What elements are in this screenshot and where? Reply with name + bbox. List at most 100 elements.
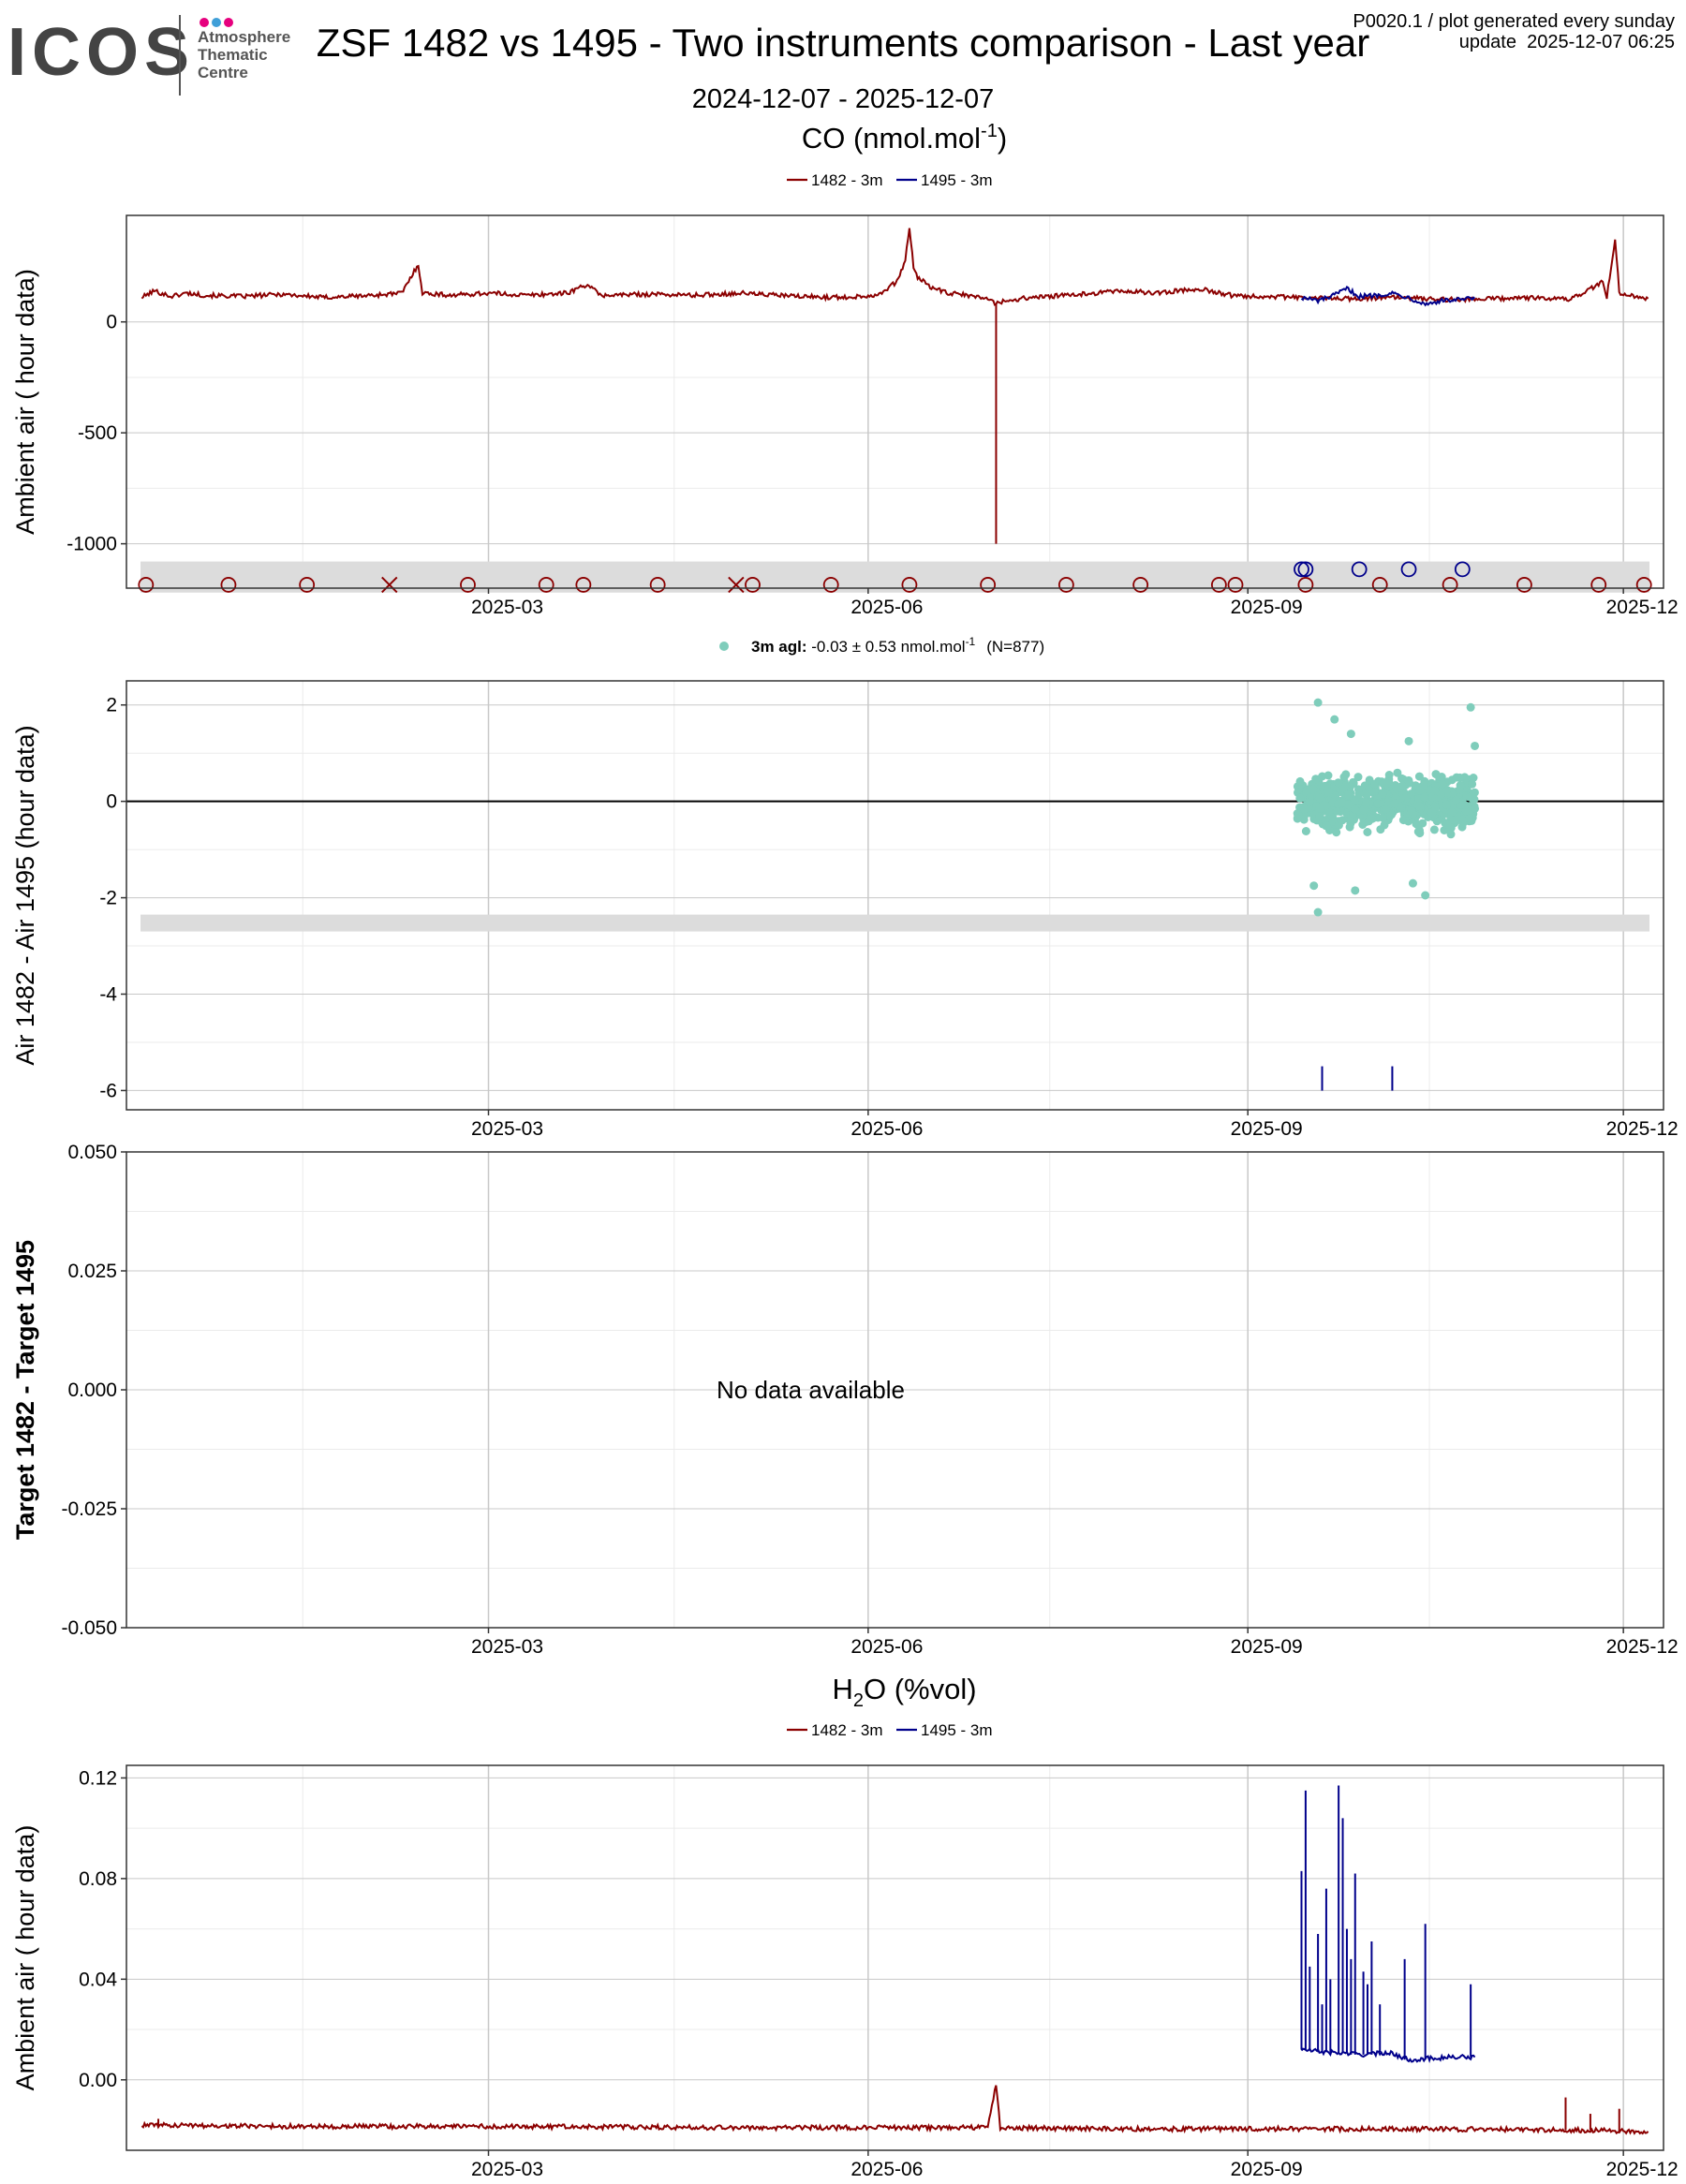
flag-marker-circle: [1210, 577, 1227, 593]
flag-marker-circle: [1132, 577, 1149, 593]
series-line-1482-3m: [140, 228, 1649, 306]
scatter-point: [1427, 808, 1437, 818]
section-title: H2O (%vol): [832, 1673, 976, 1711]
logo-dot: [224, 18, 233, 27]
series-line-1495-3m: [1300, 2046, 1476, 2063]
y-tick-label: -1000: [67, 534, 117, 555]
x-tick-label: 2025-03: [471, 1636, 543, 1658]
scatter-point: [1330, 715, 1339, 724]
scatter-point: [1305, 798, 1314, 807]
legend: 3m agl: -0.03 ± 0.53 nmol.mol-1 (N=877): [719, 635, 1044, 656]
x-tick-label: 2025-12: [1606, 597, 1679, 618]
flag-marker-circle: [1294, 561, 1309, 578]
y-tick-label: 0.050: [67, 1142, 117, 1163]
plot-border: [126, 1764, 1664, 2151]
y-tick-label: 0: [106, 312, 117, 333]
scatter-point: [1344, 790, 1353, 800]
scatter-point: [1332, 806, 1341, 816]
scatter-point: [1295, 793, 1305, 803]
scatter-point: [1320, 781, 1329, 790]
page-title: ZSF 1482 vs 1495 - Two instruments compa…: [316, 21, 1370, 65]
flag-marker-circle: [1227, 577, 1244, 593]
legend-label: 1482 - 3m: [811, 171, 883, 189]
logo-wordmark: ICOS: [7, 15, 196, 90]
y-tick-label: -2: [99, 888, 117, 909]
scatter-point: [1442, 800, 1452, 809]
info-line-2: update 2025-12-07 06:25: [1458, 32, 1675, 52]
plot-background: [126, 1765, 1664, 2150]
y-axis-title: Target 1482 - Target 1495: [11, 1240, 39, 1540]
scatter-point: [1465, 814, 1473, 823]
flag-marker-circle: [1371, 577, 1388, 593]
plot-background: [126, 215, 1664, 588]
section-title-text: CO (nmol.mol: [802, 122, 981, 155]
y-tick-label: -4: [99, 983, 117, 1005]
flag-marker-circle: [1400, 561, 1417, 578]
scatter-point: [1332, 828, 1341, 837]
x-tick-label: 2025-09: [1231, 597, 1303, 618]
scatter-point: [1322, 821, 1331, 831]
x-tick-label: 2025-12: [1606, 1636, 1679, 1658]
scatter-points: [1293, 698, 1480, 917]
scatter-point: [1430, 802, 1440, 811]
scatter-point: [1301, 827, 1310, 835]
scatter-point: [1359, 805, 1368, 815]
legend-swatch: [719, 642, 729, 651]
y-tick-label: -6: [99, 1080, 117, 1101]
scatter-point: [1324, 788, 1333, 797]
scatter-point: [1406, 789, 1415, 799]
x-tick-label: 2025-09: [1231, 1636, 1303, 1658]
scatter-point: [1339, 773, 1349, 782]
flag-marker-circle: [901, 577, 918, 593]
scatter-point: [1427, 792, 1437, 802]
generation-info: P0020.1 / plot generated every sunday up…: [1353, 11, 1675, 52]
scatter-point: [1471, 741, 1480, 750]
y-tick-label: 0: [106, 791, 117, 813]
scatter-point: [1313, 908, 1323, 917]
legend-label: 3m agl: -0.03 ± 0.53 nmol.mol-1 (N=877): [751, 635, 1044, 656]
flag-marker-circle: [1590, 577, 1607, 593]
chart-panel-co-target: No data available 0.050 0.025 0.000 -0.025 -0…: [11, 1142, 1679, 1658]
plot-background: [126, 681, 1664, 1110]
legend-label-sup: -1: [966, 635, 976, 648]
scatter-point: [1438, 779, 1447, 789]
flag-marker-circle: [1454, 561, 1471, 578]
logo-separator: [179, 15, 181, 96]
logo-dot: [212, 18, 221, 27]
scatter-point: [1415, 829, 1425, 838]
flag-marker-circle: [460, 577, 476, 593]
y-tick-label: 0.025: [67, 1261, 117, 1282]
scatter-point: [1382, 805, 1391, 814]
scatter-point: [1404, 736, 1413, 745]
section-title-end: ): [998, 122, 1007, 155]
flag-marker-circle: [538, 577, 555, 593]
y-tick-label: 0.00: [79, 2070, 117, 2091]
flag-marker-circle: [1635, 577, 1652, 593]
scatter-point: [1376, 825, 1385, 834]
scatter-point: [1420, 792, 1429, 802]
scatter-point: [1447, 807, 1457, 817]
legend-label: 1495 - 3m: [921, 1721, 993, 1739]
flag-marker-circle: [220, 577, 237, 593]
y-tick-label: 0.000: [67, 1380, 117, 1401]
legend-label: 1482 - 3m: [811, 1721, 883, 1739]
section-title-sub: 2: [853, 1690, 864, 1711]
scatter-point: [1309, 785, 1318, 794]
scatter-point: [1293, 814, 1302, 823]
logo-text-line: Thematic: [198, 46, 268, 64]
scatter-point: [1468, 779, 1477, 789]
scatter-point: [1469, 774, 1478, 782]
y-axis-title: Air 1482 - Air 1495 (hour data): [11, 725, 39, 1065]
scatter-point: [1415, 786, 1425, 795]
scatter-point: [1368, 814, 1377, 823]
flag-marker-circle: [1351, 561, 1368, 578]
flag-band: [140, 914, 1649, 932]
x-tick-label: 2025-06: [850, 1636, 923, 1658]
scatter-point: [1429, 825, 1439, 834]
scatter-point: [1315, 793, 1324, 803]
scatter-point: [1353, 773, 1363, 782]
legend-label-stats: -0.03 ± 0.53 nmol.mol: [807, 638, 966, 656]
series-line-1482-3m: [140, 2085, 1649, 2135]
scatter-point: [1467, 791, 1476, 801]
x-tick-label: 2025-12: [1606, 2159, 1679, 2180]
